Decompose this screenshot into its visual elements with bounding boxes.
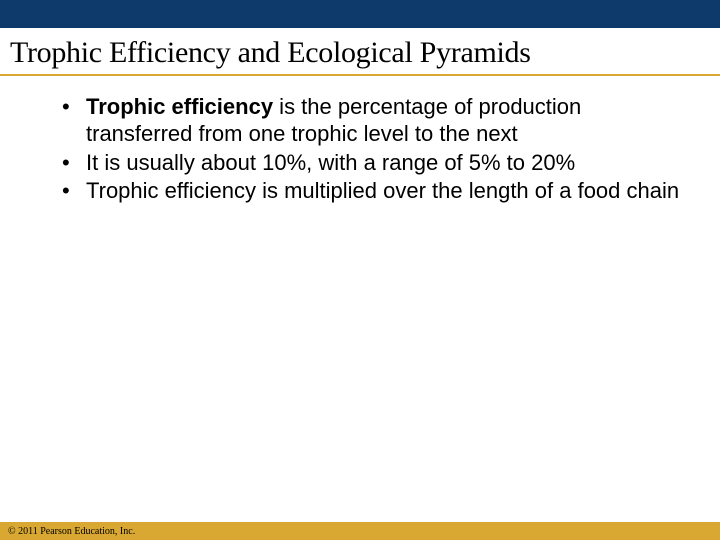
list-item: Trophic efficiency is the percentage of … bbox=[56, 94, 690, 148]
copyright-text: © 2011 Pearson Education, Inc. bbox=[8, 526, 135, 537]
top-bar bbox=[0, 0, 720, 28]
list-item: Trophic efficiency is multiplied over th… bbox=[56, 178, 690, 205]
bullet-text: Trophic efficiency is multiplied over th… bbox=[86, 178, 679, 203]
footer-bar: © 2011 Pearson Education, Inc. bbox=[0, 522, 720, 540]
bullet-list: Trophic efficiency is the percentage of … bbox=[56, 94, 690, 205]
bold-term: Trophic efficiency bbox=[86, 94, 273, 119]
content-area: Trophic efficiency is the percentage of … bbox=[0, 76, 720, 205]
bullet-text: It is usually about 10%, with a range of… bbox=[86, 150, 575, 175]
page-title: Trophic Efficiency and Ecological Pyrami… bbox=[0, 28, 720, 72]
list-item: It is usually about 10%, with a range of… bbox=[56, 150, 690, 177]
